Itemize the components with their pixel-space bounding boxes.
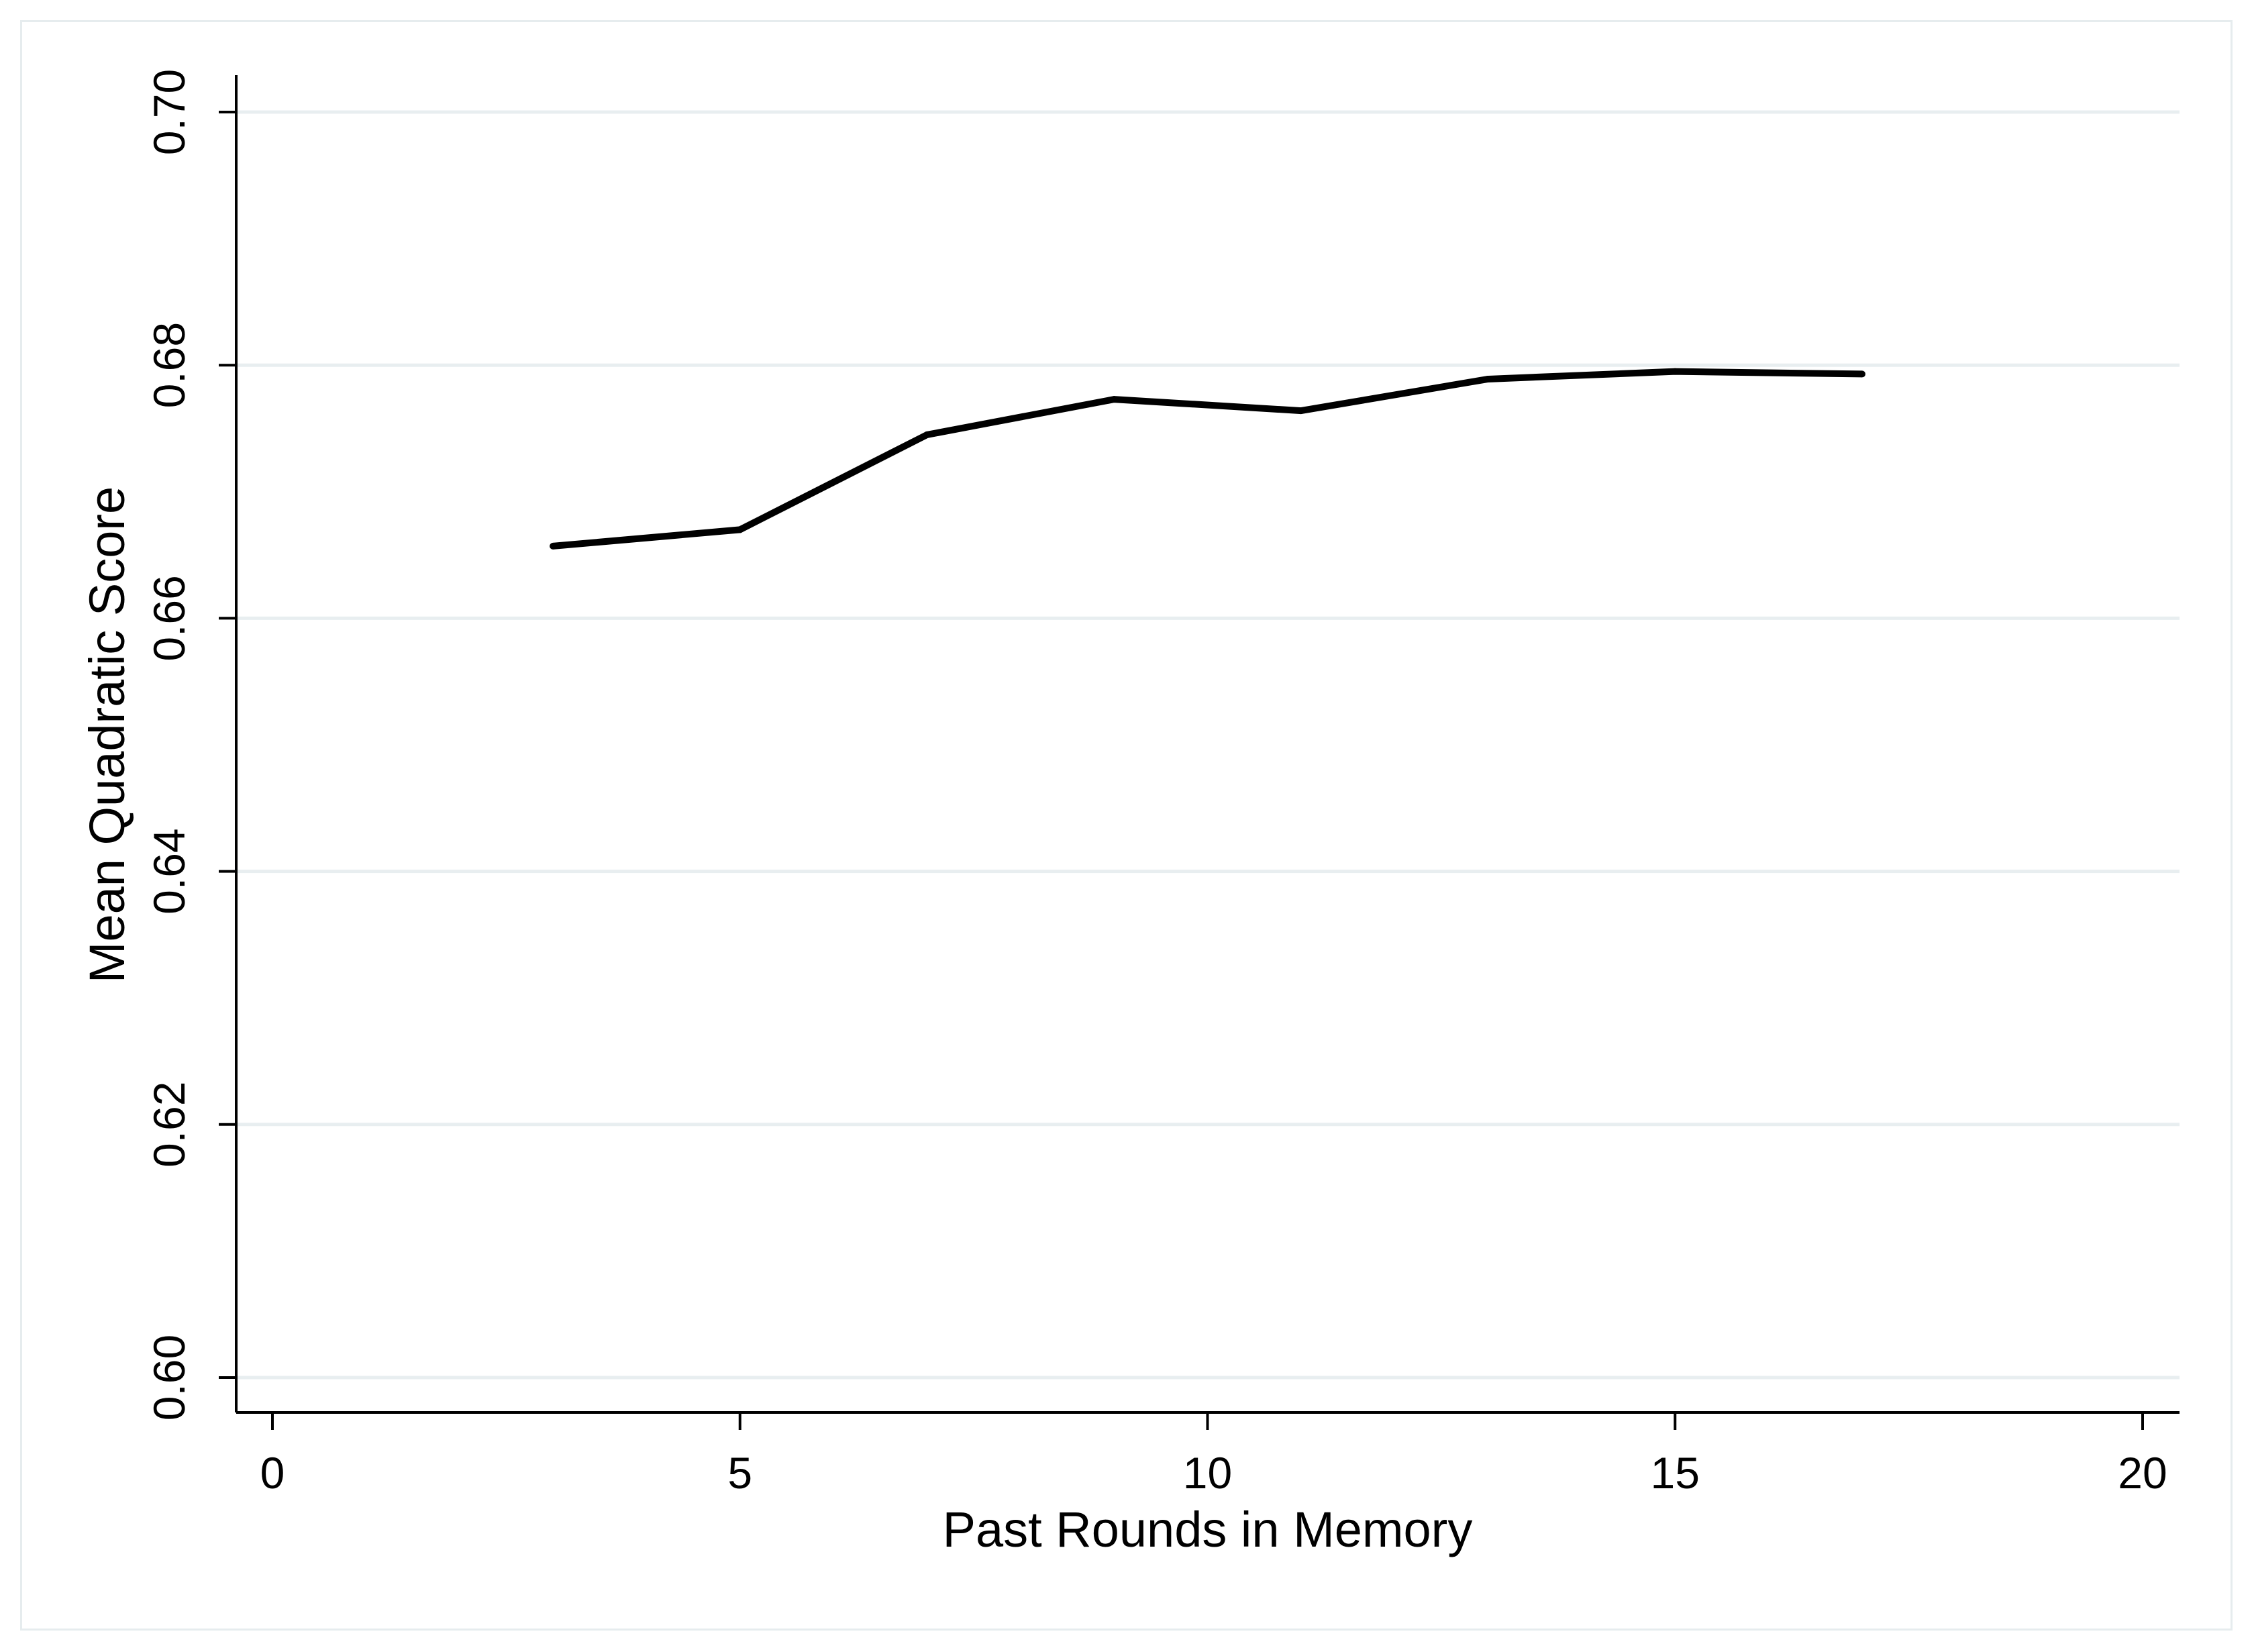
data-point-0-0 [550, 542, 557, 550]
x-tick-label-0: 0 [260, 1448, 285, 1498]
x-tick-label-3: 15 [1651, 1448, 1700, 1498]
y-tick-label-2: 0.64 [144, 828, 194, 914]
grid-lines [236, 110, 2180, 1380]
x-tick-label-4: 20 [2118, 1448, 2167, 1498]
data-point-0-2 [923, 431, 931, 438]
y-tick-label-0: 0.60 [144, 1335, 194, 1421]
data-point-0-3 [1111, 396, 1118, 403]
data-point-0-7 [1858, 370, 1865, 378]
y-tick-label-4: 0.68 [144, 322, 194, 408]
series-layer [550, 368, 1865, 550]
series-line-0 [552, 368, 1863, 550]
tick-labels: 0.60 0.62 0.64 0.66 0.68 0.70 0 5 10 15 20 [144, 69, 2167, 1498]
y-tick-label-3: 0.66 [144, 575, 194, 661]
y-axis-title: Mean Quadratic Score [79, 486, 135, 983]
figure-frame [20, 20, 2233, 1631]
y-tick-label-1: 0.62 [144, 1082, 194, 1168]
x-tick-label-2: 10 [1183, 1448, 1232, 1498]
y-tick-label-5: 0.70 [144, 69, 194, 155]
axes [219, 75, 2180, 1430]
data-point-0-6 [1672, 368, 1679, 375]
x-axis-title: Past Rounds in Memory [943, 1502, 1473, 1557]
data-point-0-4 [1297, 407, 1304, 415]
x-tick-label-1: 5 [727, 1448, 752, 1498]
data-point-0-5 [1484, 375, 1492, 382]
data-point-0-1 [736, 526, 744, 533]
